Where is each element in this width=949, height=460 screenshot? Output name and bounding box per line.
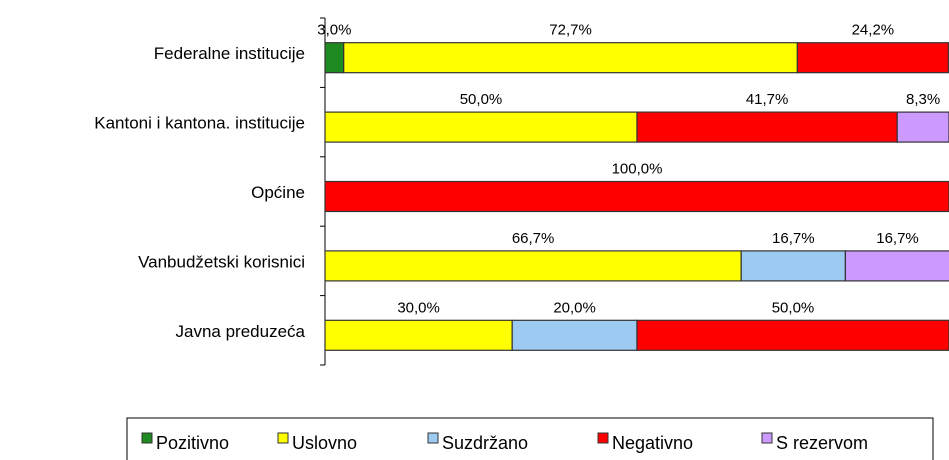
value-label: 16,7% bbox=[876, 230, 919, 247]
bar-segment bbox=[324, 319, 513, 351]
legend-swatch bbox=[761, 432, 773, 444]
legend-label: Uslovno bbox=[292, 433, 357, 453]
y-tick-label: Kantoni i kantona. institucije bbox=[94, 114, 305, 133]
legend-swatch bbox=[141, 432, 153, 444]
bar-segment bbox=[511, 319, 638, 351]
bar-segment bbox=[636, 111, 898, 143]
y-tick-label: Federalne institucije bbox=[154, 44, 305, 63]
value-label: 50,0% bbox=[460, 91, 503, 108]
legend-swatch bbox=[277, 432, 289, 444]
value-label: 3,0% bbox=[317, 22, 351, 39]
y-tick-label: Vanbudžetski korisnici bbox=[138, 252, 305, 271]
bar-segment bbox=[636, 319, 949, 351]
bar-segment bbox=[324, 42, 345, 74]
legend-label: Pozitivno bbox=[156, 433, 229, 453]
bar-segment bbox=[324, 250, 742, 282]
value-label: 20,0% bbox=[553, 299, 596, 316]
bar-segment bbox=[343, 42, 798, 74]
legend-label: Negativno bbox=[612, 433, 693, 453]
value-label: 30,0% bbox=[397, 299, 440, 316]
bar-segment bbox=[896, 111, 949, 143]
legend-label: S rezervom bbox=[776, 433, 868, 453]
y-tick-label: Općine bbox=[251, 183, 305, 202]
value-label: 24,2% bbox=[852, 22, 895, 39]
bar-segment bbox=[324, 180, 949, 213]
value-label: 8,3% bbox=[906, 91, 940, 108]
bar-segment bbox=[324, 111, 638, 143]
bar-segment bbox=[796, 42, 949, 74]
value-label: 100,0% bbox=[612, 160, 663, 177]
value-label: 66,7% bbox=[512, 230, 555, 247]
legend-label: Suzdržano bbox=[442, 433, 528, 453]
bar-segment bbox=[844, 250, 949, 282]
y-tick-label: Javna preduzeća bbox=[176, 322, 306, 341]
bar-segment bbox=[740, 250, 847, 282]
value-label: 50,0% bbox=[772, 299, 815, 316]
legend-box bbox=[126, 417, 934, 460]
legend-swatch bbox=[597, 432, 609, 444]
value-label: 41,7% bbox=[746, 91, 789, 108]
value-label: 72,7% bbox=[549, 22, 592, 39]
value-label: 16,7% bbox=[772, 230, 815, 247]
legend-swatch bbox=[427, 432, 439, 444]
